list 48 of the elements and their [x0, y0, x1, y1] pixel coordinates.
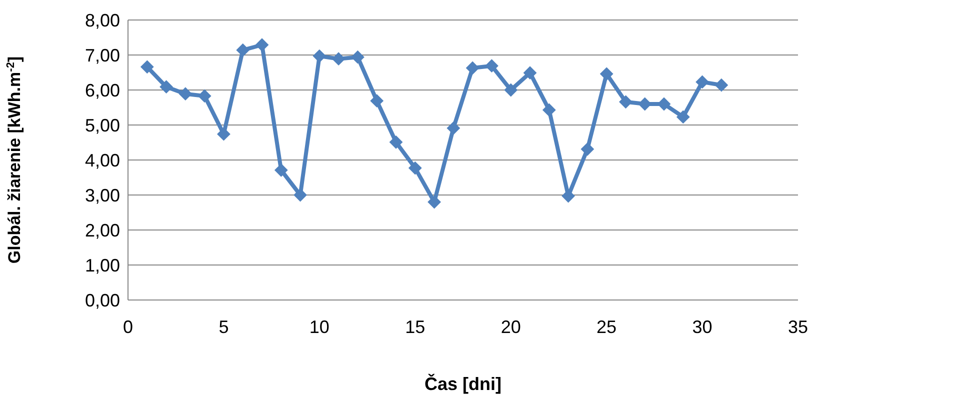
y-tick-label: 0,00: [84, 290, 120, 310]
y-tick-label: 6,00: [84, 80, 120, 100]
y-tick-label: 2,00: [84, 220, 120, 240]
x-tick-label: 0: [122, 316, 134, 337]
point: [332, 52, 346, 66]
point: [160, 80, 173, 94]
point: [619, 95, 632, 108]
point: [542, 103, 556, 116]
point: [294, 188, 307, 202]
y-tick-label: 3,00: [84, 185, 120, 206]
y-tick-label: 5,00: [84, 115, 120, 136]
y-tick-label: 8,00: [84, 10, 120, 30]
point: [524, 66, 536, 80]
point: [140, 60, 154, 74]
point: [580, 142, 594, 156]
point: [274, 164, 288, 177]
y-tick-label: 4,00: [84, 150, 120, 170]
x-tick-label: 20: [500, 316, 521, 337]
point: [466, 61, 480, 74]
point: [312, 50, 326, 63]
x-tick-label: 10: [309, 316, 330, 337]
x-tick-label: 25: [596, 316, 617, 337]
point: [428, 196, 441, 208]
x-tick-label: 5: [218, 316, 229, 337]
point: [696, 75, 709, 88]
point: [638, 98, 652, 110]
point: [236, 44, 250, 57]
point: [351, 50, 364, 64]
y-tick-label: 7,00: [84, 45, 120, 66]
point: [198, 89, 212, 102]
point: [485, 59, 498, 72]
y-tick-label: 1,00: [84, 255, 120, 276]
point: [446, 122, 460, 135]
point: [256, 38, 268, 52]
point: [658, 98, 670, 110]
point: [714, 78, 728, 92]
point: [676, 110, 690, 124]
x-axis-title: Čas [dni]: [424, 373, 502, 394]
point: [504, 84, 518, 96]
point: [408, 162, 422, 175]
x-tick-label: 15: [405, 316, 426, 337]
x-tick-label: 35: [788, 316, 808, 337]
point: [217, 128, 230, 141]
point: [600, 67, 614, 80]
point: [178, 87, 192, 100]
point: [370, 94, 384, 108]
point: [390, 136, 402, 149]
x-tick-label: 30: [692, 316, 712, 337]
